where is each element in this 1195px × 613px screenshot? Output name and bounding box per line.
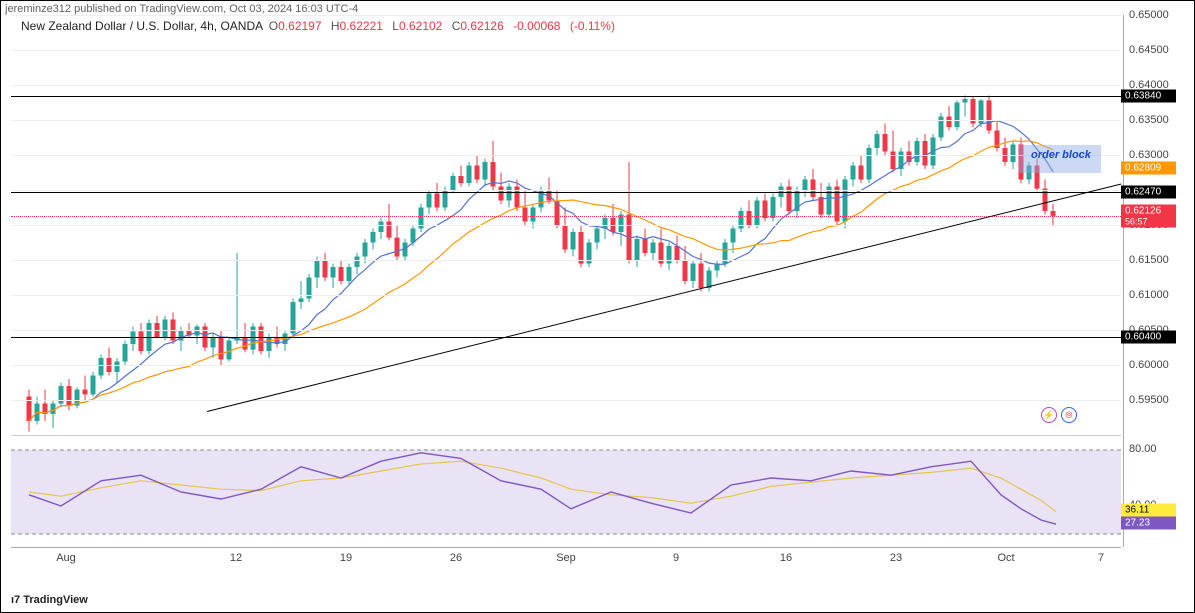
grid-line	[11, 260, 1121, 261]
price-tag: 0.60400	[1121, 331, 1176, 344]
price-tick-label: 0.63000	[1129, 149, 1169, 161]
grid-line	[11, 400, 1121, 401]
time-tick-label: 7	[1098, 552, 1104, 564]
rsi-tick-label: 80.00	[1129, 443, 1157, 455]
rsi-pane[interactable]	[11, 435, 1121, 547]
price-tick-label: 0.64500	[1129, 44, 1169, 56]
time-tick-label: Aug	[56, 552, 76, 564]
tv-glyph-icon: ı7	[11, 594, 20, 606]
price-tick-label: 0.63500	[1129, 114, 1169, 126]
grid-line	[11, 295, 1121, 296]
grid-line	[11, 190, 1121, 191]
price-tag: 0.6212656:57	[1121, 205, 1176, 228]
price-tag: 0.62470	[1121, 186, 1176, 199]
price-tag: 0.62809	[1121, 162, 1176, 175]
horizontal-line[interactable]	[11, 337, 1121, 338]
published-on: published on TradingView.com,	[74, 3, 226, 15]
price-tag: 0.63840	[1121, 90, 1176, 103]
horizontal-line[interactable]	[11, 96, 1121, 97]
grid-line	[11, 155, 1121, 156]
rsi-svg	[11, 436, 1121, 548]
lightning-icon: ⚡	[1041, 407, 1057, 423]
price-tick-label: 0.59500	[1129, 394, 1169, 406]
grid-line	[11, 15, 1121, 16]
publish-header: jereminze312 published on TradingView.co…	[5, 3, 358, 15]
flag-icon: ⦾	[1061, 407, 1077, 423]
time-tick-label: 9	[673, 552, 679, 564]
time-tick-label: Sep	[556, 552, 576, 564]
rsi-tag: 36.11	[1121, 504, 1176, 517]
price-tick-label: 0.65000	[1129, 9, 1169, 21]
time-tick-label: 16	[780, 552, 792, 564]
time-tick-label: 19	[340, 552, 352, 564]
price-tick-label: 0.61000	[1129, 289, 1169, 301]
time-tick-label: Oct	[997, 552, 1014, 564]
rsi-tag: 27.23	[1121, 516, 1176, 529]
grid-line	[11, 330, 1121, 331]
last-price-line	[11, 216, 1121, 217]
tradingview-logo: ı7 TradingView	[11, 594, 88, 606]
tv-wordmark: TradingView	[23, 594, 88, 606]
grid-line	[11, 120, 1121, 121]
price-tick-label: 0.61500	[1129, 254, 1169, 266]
time-tick-label: 12	[230, 552, 242, 564]
time-tick-label: 26	[450, 552, 462, 564]
price-tick-label: 0.60000	[1129, 359, 1169, 371]
time-axis[interactable]: Aug 12 19 26 Sep 9 16 23 Oct 7	[11, 547, 1121, 571]
publish-timestamp: Oct 03, 2024 16:03 UTC-4	[229, 3, 358, 15]
publisher: jereminze312	[5, 3, 71, 15]
grid-line	[11, 50, 1121, 51]
grid-line	[11, 85, 1121, 86]
horizontal-line[interactable]	[11, 192, 1121, 193]
time-tick-label: 23	[890, 552, 902, 564]
order-block-label: order block	[1031, 149, 1091, 161]
grid-line	[11, 365, 1121, 366]
